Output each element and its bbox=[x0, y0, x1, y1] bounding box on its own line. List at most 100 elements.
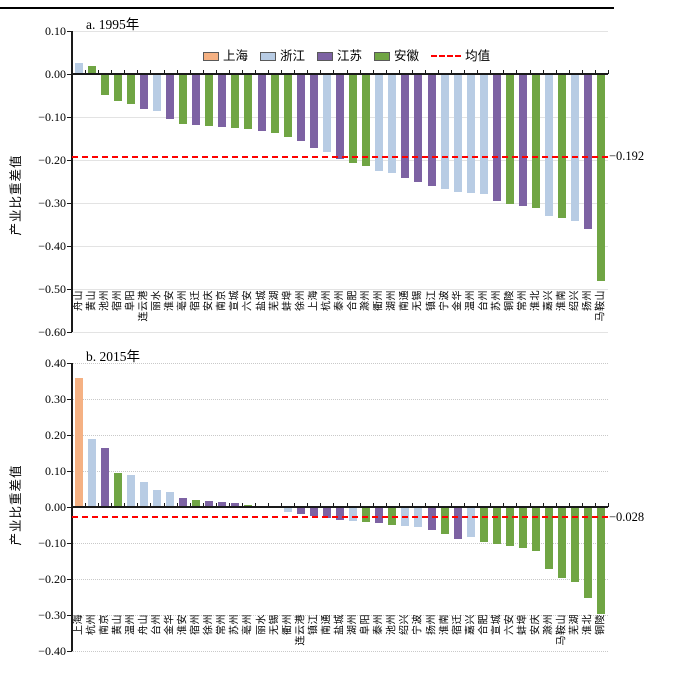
x-label-b-泰州: 泰州 bbox=[373, 614, 385, 635]
x-label-b-六安: 六安 bbox=[504, 614, 516, 635]
x-axis-tick bbox=[294, 70, 296, 74]
gridline bbox=[72, 288, 608, 290]
x-label-b-铜陵: 铜陵 bbox=[595, 614, 607, 635]
x-axis-tick bbox=[176, 70, 178, 74]
bar-a-无锡 bbox=[414, 75, 423, 182]
x-axis-tick bbox=[307, 70, 309, 74]
x-axis-tick bbox=[359, 70, 361, 74]
bar-a-湖州 bbox=[388, 75, 397, 174]
x-axis-tick bbox=[555, 503, 557, 507]
x-axis-tick bbox=[202, 503, 204, 507]
x-axis-tick bbox=[85, 70, 87, 74]
x-axis-tick bbox=[124, 70, 126, 74]
x-axis-tick bbox=[490, 70, 492, 74]
legend-swatch-上海 bbox=[203, 51, 219, 61]
x-axis-tick bbox=[398, 503, 400, 507]
bar-b-温州 bbox=[126, 474, 135, 507]
x-label-b-淮南: 淮南 bbox=[439, 614, 451, 635]
y-axis-tick bbox=[67, 116, 72, 118]
y-tick-label: 0.20 bbox=[45, 428, 66, 442]
y-tick-label: −0.10 bbox=[38, 536, 66, 550]
x-axis-tick bbox=[137, 70, 139, 74]
bar-b-徐州 bbox=[205, 501, 214, 507]
y-axis-tick bbox=[67, 398, 72, 400]
y-tick-label: 0.10 bbox=[45, 464, 66, 478]
legend-label-均值: 均值 bbox=[465, 49, 491, 63]
bar-a-徐州 bbox=[296, 75, 305, 141]
bar-b-南京 bbox=[100, 447, 109, 507]
x-axis-tick bbox=[503, 70, 505, 74]
x-axis-tick bbox=[438, 503, 440, 507]
x-axis-tick bbox=[320, 503, 322, 507]
bar-a-阜阳 bbox=[126, 75, 135, 104]
bar-b-嘉兴 bbox=[466, 508, 475, 537]
x-axis-tick bbox=[268, 503, 270, 507]
x-axis-tick bbox=[594, 503, 596, 507]
legend-label-安徽: 安徽 bbox=[394, 49, 420, 63]
y-tick-label: −0.40 bbox=[38, 239, 66, 253]
panel-1995: a. 1995年 产业比重差值 上海 浙江 江苏 安徽 均值 −0.192 0.10 0.… bbox=[9, 17, 644, 339]
x-label-b-宣城: 宣城 bbox=[491, 614, 503, 635]
x-label-b-南通: 南通 bbox=[321, 614, 333, 635]
bar-a-黄山 bbox=[87, 66, 96, 74]
x-axis-tick bbox=[581, 503, 583, 507]
bar-b-舟山 bbox=[139, 481, 148, 507]
bar-a-南通 bbox=[401, 75, 410, 179]
x-axis-tick bbox=[555, 70, 557, 74]
bar-a-泰州 bbox=[336, 75, 344, 159]
x-label-b-镇江: 镇江 bbox=[308, 614, 320, 635]
x-axis-tick bbox=[281, 70, 283, 74]
x-label-b-湖州: 湖州 bbox=[347, 614, 359, 635]
bar-a-亳州 bbox=[179, 75, 188, 125]
x-axis-tick bbox=[477, 503, 479, 507]
x-label-b-绍兴: 绍兴 bbox=[399, 614, 411, 635]
gridline bbox=[72, 398, 608, 400]
gridline bbox=[72, 470, 608, 472]
x-axis-tick bbox=[568, 503, 570, 507]
y-axis-tick bbox=[67, 434, 72, 436]
x-label-b-嘉兴: 嘉兴 bbox=[465, 614, 477, 635]
x-axis-tick bbox=[529, 503, 531, 507]
y-axis-tick bbox=[67, 578, 72, 580]
y-tick-label: 0.10 bbox=[45, 24, 66, 38]
legend-item-浙江: 浙江 bbox=[260, 49, 305, 63]
y-axis-tick bbox=[67, 614, 72, 616]
gridline bbox=[72, 30, 608, 32]
x-axis-tick bbox=[451, 503, 453, 507]
x-axis-tick bbox=[372, 503, 374, 507]
gridline bbox=[72, 650, 608, 652]
x-label-b-无锡: 无锡 bbox=[269, 614, 281, 635]
bar-b-杭州 bbox=[87, 438, 96, 507]
x-label-b-宁波: 宁波 bbox=[412, 614, 424, 635]
bar-a-南京 bbox=[218, 75, 227, 128]
x-label-b-马鞍山: 马鞍山 bbox=[556, 614, 568, 646]
legend-item-上海: 上海 bbox=[203, 49, 248, 63]
bar-a-淮北 bbox=[532, 75, 541, 208]
x-label-b-扬州: 扬州 bbox=[426, 614, 437, 635]
y-axis-tick bbox=[67, 245, 72, 247]
x-axis-tick bbox=[150, 503, 152, 507]
bar-a-上海 bbox=[309, 75, 318, 149]
legend-label-浙江: 浙江 bbox=[280, 49, 306, 63]
legend-item-安徽: 安徽 bbox=[374, 49, 419, 63]
bar-a-铜陵 bbox=[505, 75, 514, 204]
panel-b-y-axis-title: 产业比重差值 bbox=[9, 464, 23, 546]
x-axis-tick bbox=[398, 70, 400, 74]
legend-label-江苏: 江苏 bbox=[337, 49, 363, 63]
top-border-rule bbox=[0, 7, 614, 9]
y-tick-label: −0.20 bbox=[38, 153, 66, 167]
y-tick-label: 0.40 bbox=[45, 356, 66, 370]
bar-a-绍兴 bbox=[571, 75, 580, 222]
bar-b-淮南 bbox=[440, 508, 449, 534]
bar-a-宿迁 bbox=[192, 75, 201, 125]
bar-b-常州 bbox=[218, 502, 227, 507]
x-axis-tick bbox=[150, 70, 152, 74]
x-label-b-金华: 金华 bbox=[164, 614, 176, 635]
x-axis-tick bbox=[215, 503, 217, 507]
x-label-b-阜阳: 阜阳 bbox=[360, 614, 372, 635]
bar-a-淮安 bbox=[166, 75, 175, 119]
y-tick-label: −0.10 bbox=[38, 110, 66, 124]
y-axis-tick bbox=[67, 202, 72, 204]
